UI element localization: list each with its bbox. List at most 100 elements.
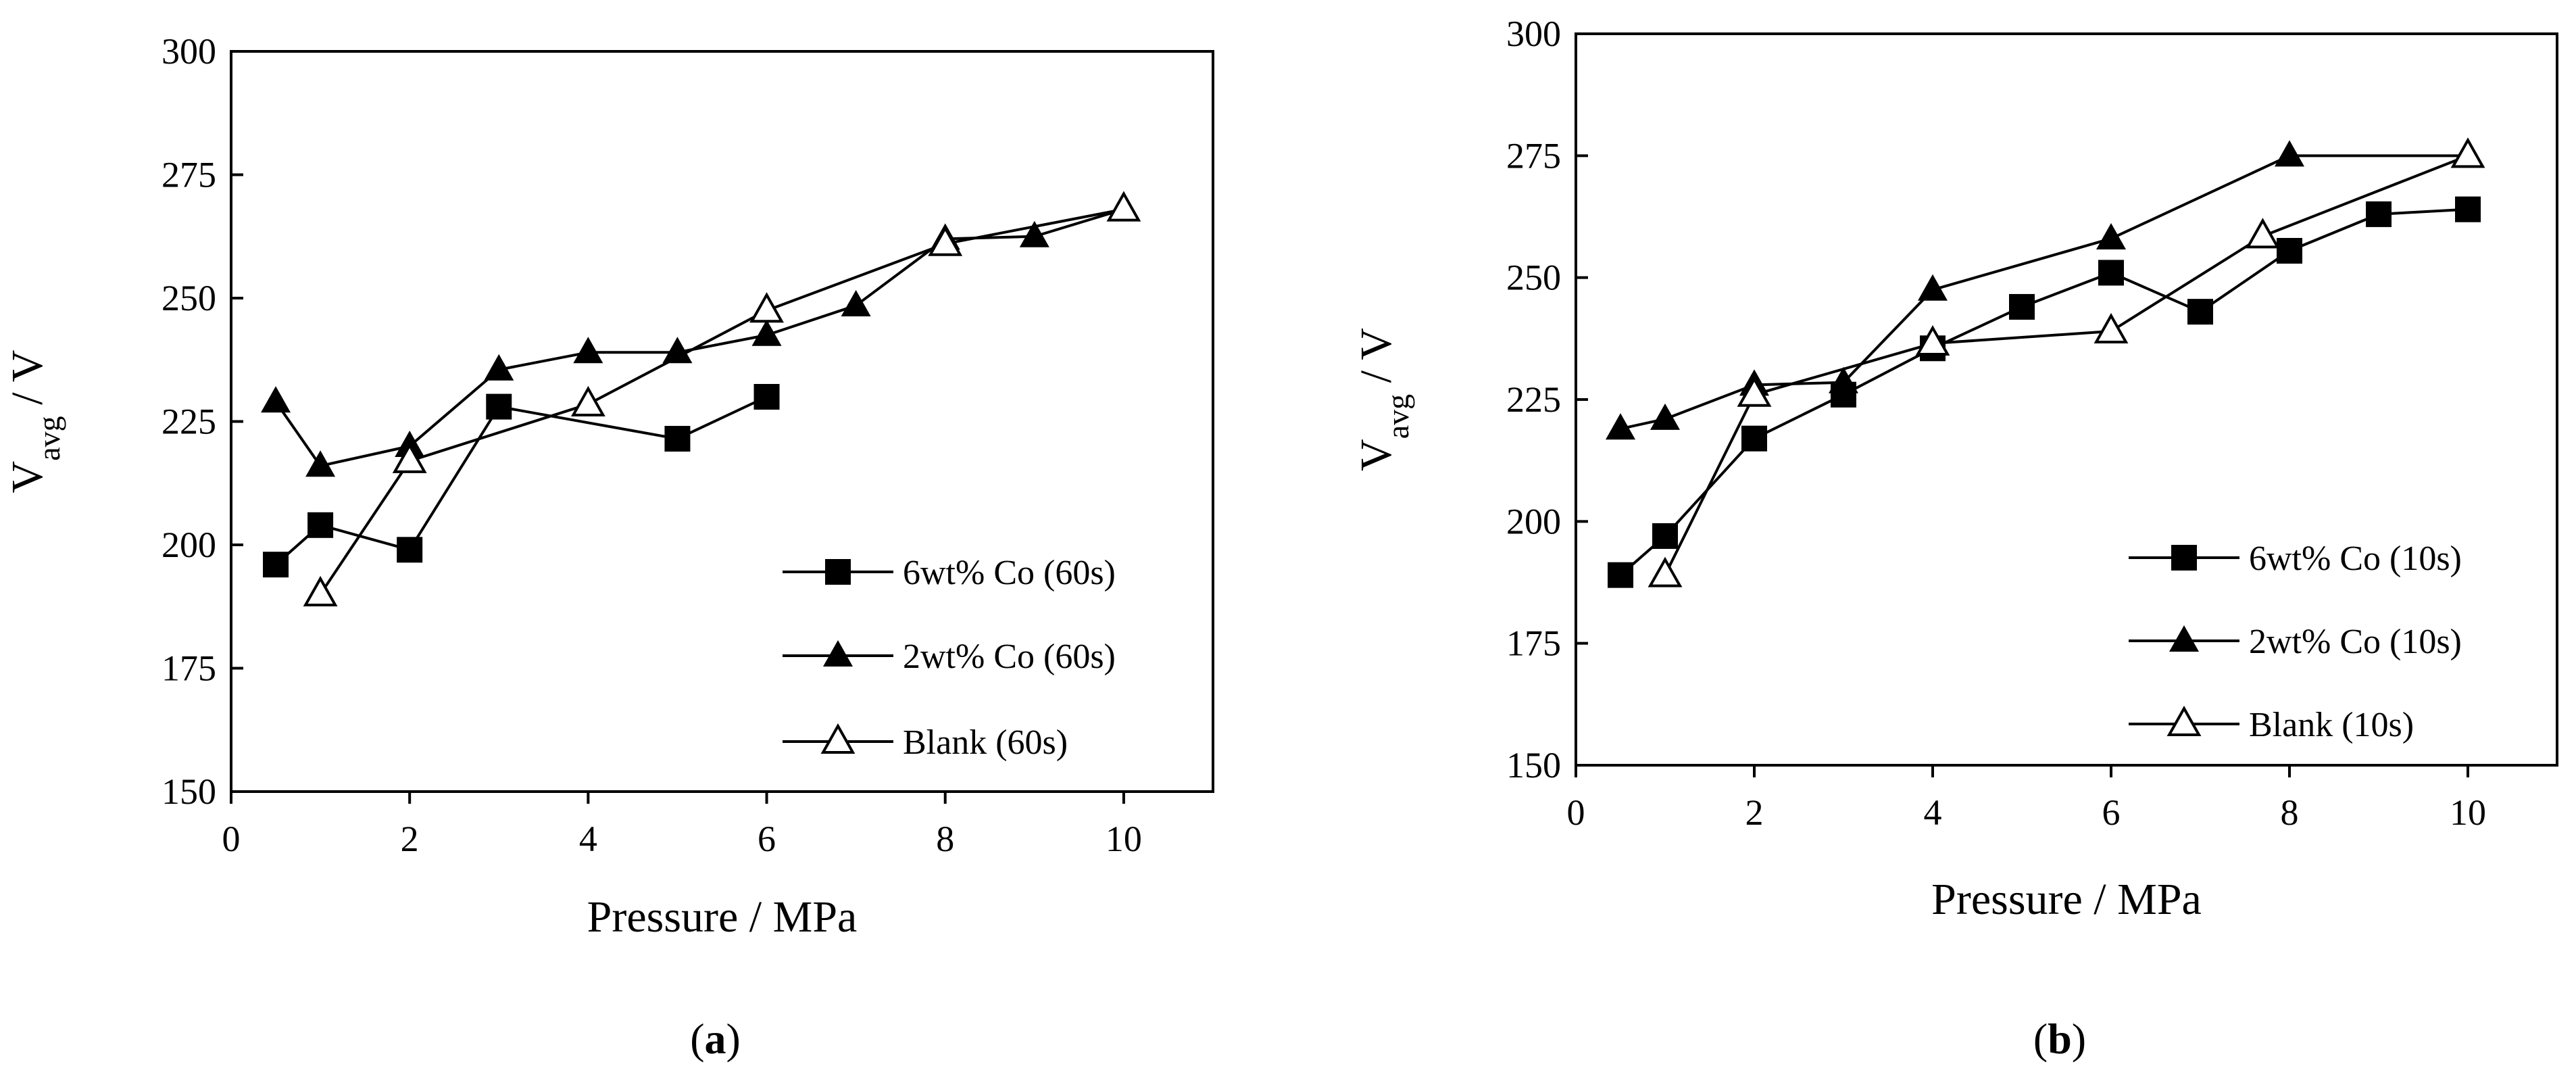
x-tick-label: 4: [1924, 792, 1942, 833]
data-point: [841, 289, 871, 316]
x-tick-label: 10: [1106, 819, 1142, 859]
data-point: [2098, 260, 2124, 286]
data-point: [1741, 425, 1767, 452]
legend-entry-1: 6wt% Co (10s): [2129, 539, 2462, 578]
data-point: [2455, 196, 2481, 222]
legend-marker: [823, 640, 853, 667]
x-tick-label: 6: [758, 819, 776, 859]
y-tick-label: 175: [162, 648, 216, 689]
legend-entry-3: Blank (10s): [2129, 705, 2414, 744]
data-point: [1648, 556, 1683, 587]
panel-label-close: ): [726, 1015, 741, 1063]
y-axis-title-main: V: [1352, 439, 1401, 471]
x-tick-label: 8: [2281, 792, 2299, 833]
panel-label: (a): [690, 1015, 741, 1063]
plot-frame: [230, 50, 1214, 793]
panel-label-open: (: [2033, 1015, 2048, 1063]
data-point: [2096, 222, 2126, 249]
data-point: [749, 292, 784, 323]
y-tick-label: 275: [1506, 135, 1561, 176]
x-axis-title: Pressure / MPa: [1931, 875, 2202, 924]
y-axis-title-suffix: / V: [1352, 328, 1401, 394]
legend-entry-2: 2wt% Co (10s): [2129, 623, 2462, 661]
x-tick-label: 0: [222, 819, 241, 859]
data-point: [753, 384, 780, 410]
panel-label-close: ): [2072, 1015, 2086, 1063]
series-2: [261, 193, 1139, 477]
legend-marker: [2171, 545, 2197, 571]
series-line: [1620, 154, 2468, 431]
y-tick-label: 250: [162, 278, 216, 318]
data-point: [261, 386, 291, 413]
y-tick-label: 250: [1506, 258, 1561, 298]
data-point: [307, 512, 334, 538]
panel-label-letter: a: [705, 1015, 726, 1063]
series-line: [274, 395, 768, 566]
data-point: [2366, 201, 2392, 227]
x-axis-title: Pressure / MPa: [587, 892, 858, 942]
x-tick-label: 4: [579, 819, 597, 859]
data-point: [1829, 366, 1858, 393]
data-point: [1608, 562, 1633, 588]
data-point: [2094, 312, 2129, 344]
y-tick-label: 275: [162, 155, 216, 195]
y-axis-title: Vavg / V: [1352, 328, 1415, 471]
y-tick-label: 300: [1506, 14, 1561, 54]
series-2: [1606, 140, 2483, 440]
y-tick-label: 225: [162, 402, 216, 442]
data-point: [664, 426, 691, 452]
chart-panel-b: 150 175 200 225 250 275 300 0 2 4 6 8 10 Pressure / M…: [1352, 14, 2558, 1063]
y-axis-title-subscript: avg: [1381, 394, 1415, 439]
y-tick-label: 200: [162, 525, 216, 565]
data-point: [484, 354, 514, 381]
data-point: [1652, 523, 1678, 549]
legend-entry-1: 6wt% Co (60s): [783, 554, 1116, 592]
y-axis-title-suffix: / V: [3, 350, 52, 416]
legend-marker: [2169, 625, 2199, 652]
x-tick-label: 10: [2450, 792, 2486, 833]
series-3: [303, 191, 1141, 606]
data-point: [1918, 274, 1948, 301]
legend-entry-2: 2wt% Co (60s): [783, 637, 1116, 676]
data-point: [2277, 237, 2302, 264]
data-point: [2275, 140, 2304, 167]
data-point: [2245, 218, 2280, 249]
data-point: [662, 337, 693, 364]
data-point: [2009, 293, 2035, 320]
y-tick-label: 200: [1506, 501, 1561, 541]
legend-label: 2wt% Co (10s): [2249, 623, 2462, 661]
panel-label-open: (: [690, 1015, 704, 1063]
panel-label-letter: b: [2048, 1015, 2072, 1063]
data-point: [928, 225, 963, 256]
y-axis-title: Vavg / V: [3, 350, 66, 493]
data-point: [1019, 220, 1049, 247]
legend-marker: [820, 723, 856, 754]
chart-panel-a: 150 175 200 225 250 275 300 0 2 4 6 8 10 Pressure / M…: [3, 31, 1214, 1063]
legend-label: 6wt% Co (60s): [903, 554, 1116, 592]
legend-entry-3: Blank (60s): [783, 723, 1068, 762]
y-tick-label: 150: [1506, 745, 1561, 786]
y-axis-title-subscript: avg: [32, 416, 66, 460]
x-tick-label: 0: [1567, 792, 1585, 833]
data-point: [303, 575, 338, 606]
series-1: [263, 384, 780, 578]
data-point: [392, 442, 427, 473]
data-point: [263, 552, 289, 578]
y-tick-label: 300: [162, 31, 216, 72]
y-axis-title-main: V: [3, 461, 52, 493]
legend-label: Blank (10s): [2249, 706, 2414, 744]
data-point: [570, 385, 605, 416]
data-point: [1650, 403, 1680, 430]
legend-label: 6wt% Co (10s): [2249, 539, 2462, 578]
data-point: [486, 393, 512, 420]
x-tick-label: 2: [401, 819, 419, 859]
legend-marker: [2166, 705, 2202, 736]
series-3: [1648, 137, 2485, 587]
panel-label: (b): [2033, 1015, 2086, 1063]
legend-marker: [825, 559, 851, 585]
y-tick-label: 225: [1506, 379, 1561, 420]
series-1: [1608, 196, 2481, 588]
data-point: [573, 337, 603, 364]
data-point: [397, 537, 423, 563]
